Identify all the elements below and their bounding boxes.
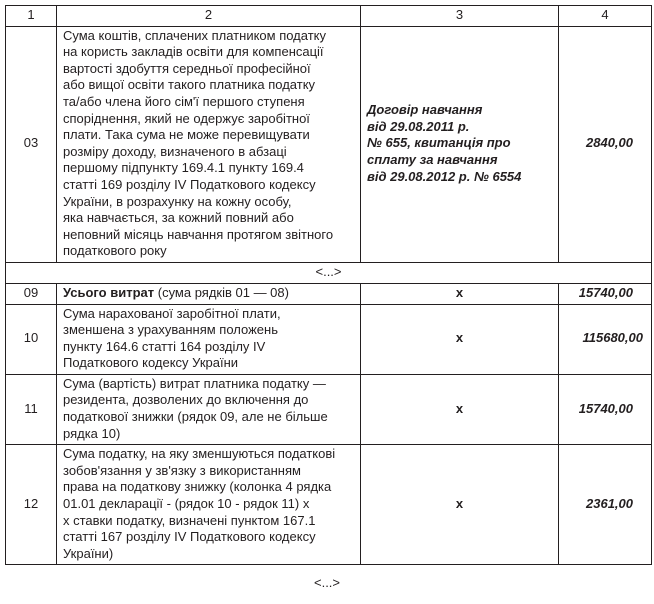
omitted-rows: <...> [5,261,652,284]
table-row: 11 Сума (вартість) витрат платника подат… [5,373,652,446]
trailing-ellipsis: <...> [313,575,341,590]
row-code: 10 [5,303,57,375]
row-document: Договір навчання від 29.08.2011 р. № 655… [360,25,559,263]
header-cell: 2 [56,5,361,27]
row-amount: 2840,00 [558,25,652,263]
description-rest: (сума рядків 01 — 08) [154,284,289,300]
row-code: 12 [5,444,57,566]
row-description: Сума податку, на яку зменшуються податко… [56,444,361,566]
row-code: 11 [5,373,57,446]
row-amount: 15740,00 [558,373,652,446]
row-document: x [360,303,559,375]
row-amount: 2361,00 [558,444,652,566]
row-amount: 115680,00 [558,303,652,375]
row-amount: 15740,00 [558,282,652,305]
row-code: 03 [5,25,57,263]
description-bold: Усього витрат [63,284,155,300]
table-row: 09 Усього витрат (сума рядків 01 — 08) x… [5,282,652,305]
row-description: Сума коштів, сплачених платником податку… [56,25,361,263]
table-row: 10 Сума нарахованої заробітної плати, зм… [5,303,652,375]
row-description: Сума нарахованої заробітної плати, зменш… [56,303,361,375]
header-cell: 4 [558,5,652,27]
declaration-table: 1 2 3 4 03 Сума коштів, сплачених платни… [5,5,652,566]
row-description: Усього витрат (сума рядків 01 — 08) [56,282,361,305]
table-row: 03 Сума коштів, сплачених платником пода… [5,25,652,263]
row-document: x [360,444,559,566]
table-row: 12 Сума податку, на яку зменшуються пода… [5,444,652,566]
header-cell: 3 [360,5,559,27]
header-row: 1 2 3 4 [5,5,652,27]
row-description: Сума (вартість) витрат платника податку … [56,373,361,446]
header-cell: 1 [5,5,57,27]
row-code: 09 [5,282,57,305]
ellipsis: <...> [5,261,652,284]
row-document: x [360,373,559,446]
row-document: x [360,282,559,305]
